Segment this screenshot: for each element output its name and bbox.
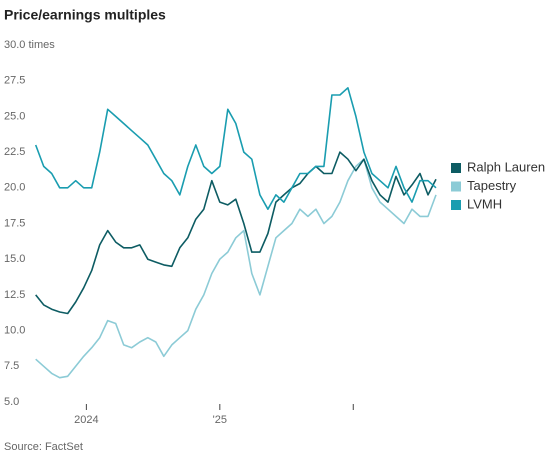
legend-swatch (451, 200, 461, 210)
y-tick-label: 10.0 (4, 325, 25, 337)
legend-label: Ralph Lauren (467, 159, 545, 174)
legend-label: Tapestry (467, 178, 517, 193)
x-tick-label: 2024 (74, 414, 98, 426)
y-tick-label: 5.0 (4, 396, 19, 408)
y-tick-label: 30.0 times (4, 39, 55, 51)
source-note: Source: FactSet (4, 441, 83, 453)
y-tick-label: 22.5 (4, 146, 25, 158)
x-tick-label: '25 (213, 414, 227, 426)
legend-label: LVMH (467, 196, 502, 211)
chart-title: Price/earnings multiples (4, 7, 166, 23)
y-tick-label: 12.5 (4, 289, 25, 301)
y-tick-label: 27.5 (4, 75, 25, 87)
y-tick-label: 7.5 (4, 360, 19, 372)
y-tick-label: 25.0 (4, 110, 25, 122)
legend-swatch (451, 181, 461, 192)
series-line (34, 87, 437, 210)
y-tick-label: 20.0 (4, 182, 25, 194)
series-line (35, 158, 437, 379)
series-line (35, 151, 437, 315)
legend-swatch (451, 163, 461, 173)
y-tick-label: 17.5 (4, 217, 25, 229)
y-tick-label: 15.0 (4, 253, 25, 265)
